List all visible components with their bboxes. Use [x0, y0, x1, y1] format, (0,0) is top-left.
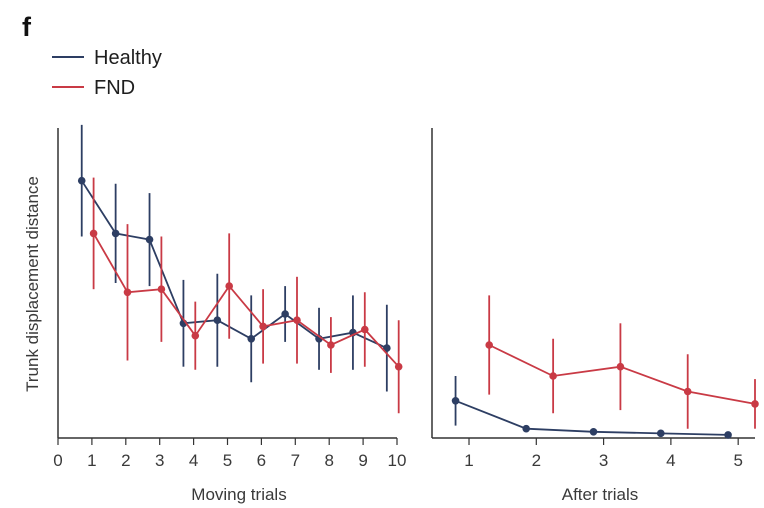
x-tick-label-moving: 4: [189, 451, 198, 470]
data-point-healthy-after: [451, 397, 460, 405]
data-point-healthy-moving: [281, 310, 289, 318]
x-tick-label-after: 1: [464, 451, 473, 470]
data-point-fnd-moving: [360, 325, 369, 334]
x-tick-label-after: 2: [532, 451, 541, 470]
x-tick-label-moving: 0: [53, 451, 62, 470]
x-tick-label-moving: 9: [358, 451, 367, 470]
data-point-healthy-moving: [145, 235, 154, 244]
data-point-fnd-moving: [123, 288, 132, 297]
data-point-healthy-after: [589, 428, 598, 436]
data-point-fnd-moving: [157, 285, 166, 294]
data-point-healthy-moving: [111, 229, 120, 238]
x-tick-label-moving: 5: [223, 451, 232, 470]
x-tick-label-moving: 6: [257, 451, 266, 470]
data-point-healthy-moving: [213, 316, 222, 325]
data-point-fnd-moving: [394, 362, 403, 371]
data-point-fnd-moving: [191, 331, 200, 340]
data-point-fnd-moving: [327, 341, 335, 349]
y-axis-title: Trunk displacement distance: [23, 176, 42, 392]
series-line-healthy-moving: [80, 180, 388, 349]
data-point-fnd-after: [683, 387, 692, 396]
x-axis-title-moving: Moving trials: [191, 485, 286, 504]
data-point-fnd-moving: [259, 322, 267, 331]
x-tick-label-moving: 3: [155, 451, 164, 470]
x-tick-label-after: 3: [599, 451, 608, 470]
data-point-fnd-after: [549, 372, 557, 380]
series-line-fnd-after: [488, 344, 756, 405]
x-tick-label-after: 4: [666, 451, 675, 470]
data-point-healthy-after: [656, 429, 665, 438]
x-tick-label-moving: 10: [388, 451, 407, 470]
data-point-healthy-moving: [77, 176, 86, 185]
panel-moving-trials: 0 1 2 3 4 5 6 7 8 9 10: [53, 124, 407, 470]
panel-letter: f: [22, 12, 32, 42]
data-point-fnd-after: [616, 362, 625, 371]
legend: Healthy FND: [52, 47, 162, 99]
data-point-healthy-after: [522, 424, 531, 433]
data-point-healthy-moving: [247, 335, 256, 343]
data-point-healthy-moving: [383, 344, 391, 352]
legend-label-fnd: FND: [94, 77, 135, 99]
x-tick-label-after: 5: [733, 451, 742, 470]
data-point-fnd-moving: [89, 229, 98, 238]
series-line-fnd-moving: [92, 232, 400, 368]
x-tick-label-moving: 7: [291, 451, 300, 470]
x-tick-label-moving: 8: [324, 451, 333, 470]
data-point-fnd-moving: [293, 316, 301, 325]
data-point-fnd-after: [485, 341, 493, 349]
x-tick-label-moving: 1: [87, 451, 96, 470]
data-point-fnd-after: [751, 400, 759, 408]
legend-label-healthy: Healthy: [94, 47, 162, 69]
data-point-fnd-moving: [225, 282, 233, 290]
x-tick-label-moving: 2: [121, 451, 130, 470]
panel-after-trials: 1 2 3 4 5: [431, 128, 759, 470]
x-axis-title-after: After trials: [562, 485, 639, 504]
data-point-healthy-after: [724, 431, 732, 439]
